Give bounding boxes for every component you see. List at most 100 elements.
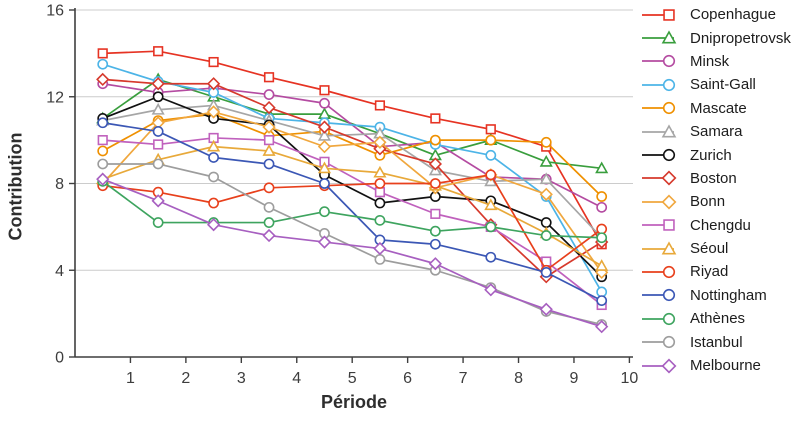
y-tick-label: 16	[46, 3, 64, 20]
circle-marker-icon	[97, 117, 109, 129]
circle-marker-icon	[540, 136, 552, 148]
triangle-marker-icon	[317, 128, 332, 141]
legend-label: Dnipropetrovsk	[690, 29, 791, 47]
legend-label: Boston	[690, 169, 737, 187]
circle-marker-icon	[596, 223, 608, 235]
triangle-marker-icon	[595, 161, 609, 174]
triangle-marker-icon	[317, 161, 332, 174]
legend-circle-icon	[642, 336, 676, 349]
square-marker-icon	[374, 100, 386, 111]
legend-label: Zurich	[690, 146, 732, 164]
legend-label: Copenhague	[690, 6, 776, 24]
y-axis-label: Contribution	[5, 132, 26, 241]
legend-label: Bonn	[690, 193, 726, 211]
legend-label: Mascate	[690, 99, 747, 117]
circle-marker-icon	[429, 178, 441, 189]
triangle-marker-icon	[373, 165, 387, 178]
triangle-marker-icon	[484, 198, 498, 211]
legend-circle-icon	[642, 289, 676, 302]
legend-label: Samara	[690, 123, 743, 141]
circle-marker-icon	[596, 295, 608, 307]
legend-item: Athènes	[641, 307, 791, 330]
legend-item: Mascate	[641, 97, 791, 120]
legend-item: Samara	[641, 120, 791, 143]
series-line	[102, 180, 602, 239]
circle-marker-icon	[596, 232, 608, 244]
legend-label: Istanbul	[690, 333, 743, 351]
y-tick-label: 0	[55, 350, 64, 367]
legend-diamond-icon	[642, 170, 677, 186]
circle-marker-icon	[540, 217, 552, 228]
circle-marker-icon	[485, 134, 497, 146]
legend-item: Saint-Gall	[641, 73, 791, 96]
circle-marker-icon	[485, 221, 497, 233]
x-tick-label: 9	[570, 370, 579, 387]
circle-marker-icon	[596, 286, 608, 298]
circle-marker-icon	[152, 91, 164, 103]
legend-diamond-icon	[642, 358, 677, 374]
series-line	[102, 173, 603, 272]
circle-marker-icon	[596, 201, 608, 213]
legend-triangle-icon	[642, 124, 677, 138]
diamond-marker-icon	[661, 358, 677, 374]
circle-marker-icon	[662, 289, 676, 302]
diamond-marker-icon	[539, 302, 553, 316]
series-line	[102, 178, 602, 328]
x-tick-label: 8	[514, 370, 523, 387]
legend-triangle-icon	[642, 240, 677, 255]
triangle-marker-icon	[151, 102, 165, 115]
legend-item: Boston	[641, 167, 791, 190]
circle-marker-icon	[208, 171, 219, 183]
legend-label: Séoul	[690, 240, 729, 258]
diamond-marker-icon	[206, 105, 221, 119]
circle-marker-icon	[429, 225, 441, 237]
square-marker-icon	[663, 219, 675, 231]
circle-marker-icon	[263, 89, 275, 100]
square-marker-icon	[663, 8, 675, 21]
legend-triangle-icon	[642, 30, 677, 44]
circle-marker-icon	[662, 265, 676, 279]
circle-marker-icon	[429, 238, 441, 250]
triangle-marker-icon	[661, 124, 677, 138]
legend-item: Nottingham	[641, 284, 791, 307]
series-line	[102, 50, 603, 245]
diamond-marker-icon	[539, 187, 553, 201]
legend-item: Melbourne	[641, 354, 791, 377]
x-tick-label: 4	[292, 370, 301, 387]
legend-item: Dnipropetrovsk	[641, 26, 791, 49]
legend-item: Copenhague	[641, 3, 791, 26]
circle-marker-icon	[485, 149, 497, 161]
circle-marker-icon	[152, 217, 164, 228]
diamond-marker-icon	[262, 120, 276, 134]
triangle-marker-icon	[661, 30, 677, 44]
legend-label: Melbourne	[690, 357, 761, 375]
legend-label: Saint-Gall	[690, 76, 756, 94]
diamond-marker-icon	[373, 241, 387, 256]
square-marker-icon	[263, 72, 275, 83]
circle-marker-icon	[374, 178, 386, 189]
circle-marker-icon	[485, 169, 497, 181]
x-tick-label: 3	[237, 370, 246, 387]
circle-marker-icon	[97, 145, 109, 157]
square-marker-icon	[430, 113, 441, 124]
circle-marker-icon	[374, 254, 386, 265]
circle-marker-icon	[263, 217, 275, 228]
y-tick-label: 12	[46, 89, 64, 106]
square-marker-icon	[485, 124, 496, 135]
circle-marker-icon	[152, 158, 164, 170]
diamond-marker-icon	[661, 194, 677, 210]
legend-circle-icon	[642, 312, 676, 325]
legend-square-icon	[642, 219, 675, 231]
circle-marker-icon	[374, 214, 386, 226]
diamond-marker-icon	[595, 320, 609, 334]
series-line	[102, 63, 603, 293]
legend-circle-icon	[642, 102, 676, 115]
x-tick-label: 6	[403, 370, 412, 387]
circle-marker-icon	[208, 197, 219, 209]
circle-marker-icon	[662, 55, 676, 68]
legend-label: Athènes	[690, 310, 746, 328]
diamond-marker-icon	[151, 194, 165, 208]
legend-circle-icon	[642, 55, 676, 68]
circle-marker-icon	[319, 206, 330, 218]
